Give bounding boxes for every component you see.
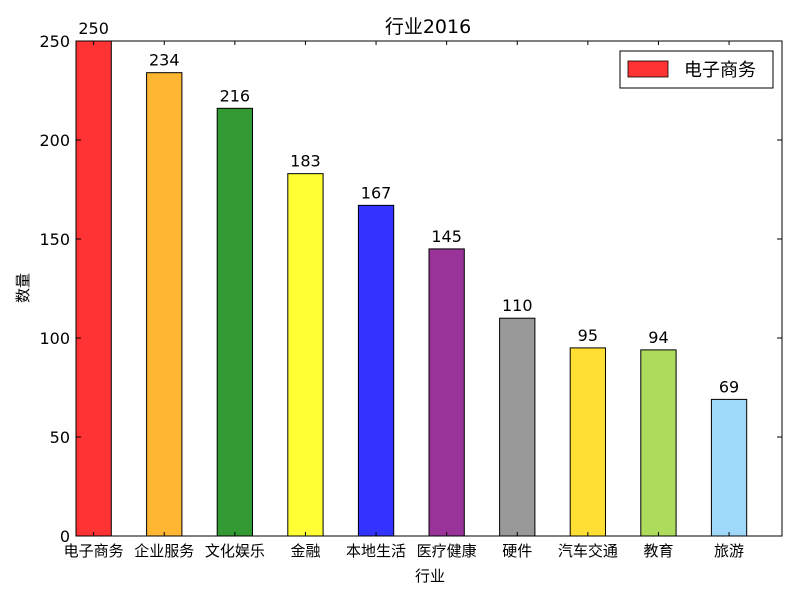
bar-本地生活	[357, 204, 395, 537]
value-labels-group: 250 234 216 183 167 145 110 95 94 69	[78, 19, 739, 396]
x-tick-label: 旅游	[714, 542, 744, 560]
bar-文化娱乐	[216, 107, 253, 537]
y-tick-label: 0	[60, 527, 70, 546]
x-tick-label: 电子商务	[64, 542, 124, 560]
value-label: 183	[290, 152, 321, 171]
value-label: 234	[149, 51, 180, 70]
bar-医疗健康	[428, 248, 465, 537]
chart-title: 行业2016	[385, 16, 471, 38]
legend: 电子商务	[619, 50, 774, 89]
x-tick-label: 医疗健康	[417, 542, 477, 560]
x-tick-label: 金融	[290, 542, 320, 560]
y-tick-label: 200	[39, 131, 70, 150]
legend-swatch	[627, 60, 669, 78]
value-label: 94	[648, 328, 668, 347]
x-tick-label: 教育	[643, 542, 673, 560]
y-tick-label: 150	[39, 230, 70, 249]
x-tick-label: 文化娱乐	[205, 542, 265, 560]
value-label: 110	[502, 296, 533, 315]
value-label: 145	[431, 227, 462, 246]
x-axis-label: 行业	[415, 567, 445, 585]
value-label: 216	[220, 86, 251, 105]
bar-旅游	[710, 398, 748, 537]
x-tick-label: 本地生活	[346, 542, 406, 560]
y-axis-label: 数量	[14, 273, 32, 303]
bar-电子商务	[75, 40, 112, 537]
value-label: 95	[578, 326, 598, 345]
x-tick-label: 企业服务	[134, 542, 194, 560]
value-label: 250	[78, 19, 109, 38]
bar-教育	[640, 349, 677, 537]
bars-group	[75, 40, 748, 537]
value-label: 69	[719, 377, 739, 396]
x-axis-ticks: 电子商务 企业服务 文化娱乐 金融 本地生活 医疗健康 硬件 汽车交通 教育 旅游	[64, 41, 744, 560]
legend-label: 电子商务	[684, 60, 756, 81]
plot-frame	[75, 40, 783, 537]
bar-硬件	[499, 317, 536, 537]
bar-金融	[287, 173, 324, 537]
bar-企业服务	[146, 72, 183, 537]
value-label: 167	[361, 183, 392, 202]
y-tick-label: 250	[39, 32, 70, 51]
bar-汽车交通	[569, 347, 607, 537]
y-tick-label: 100	[39, 329, 70, 348]
y-tick-label: 50	[50, 428, 70, 447]
x-tick-label: 汽车交通	[558, 542, 618, 560]
y-axis-ticks: 0 50 100 150 200 250	[39, 32, 782, 546]
x-tick-label: 硬件	[502, 542, 532, 560]
